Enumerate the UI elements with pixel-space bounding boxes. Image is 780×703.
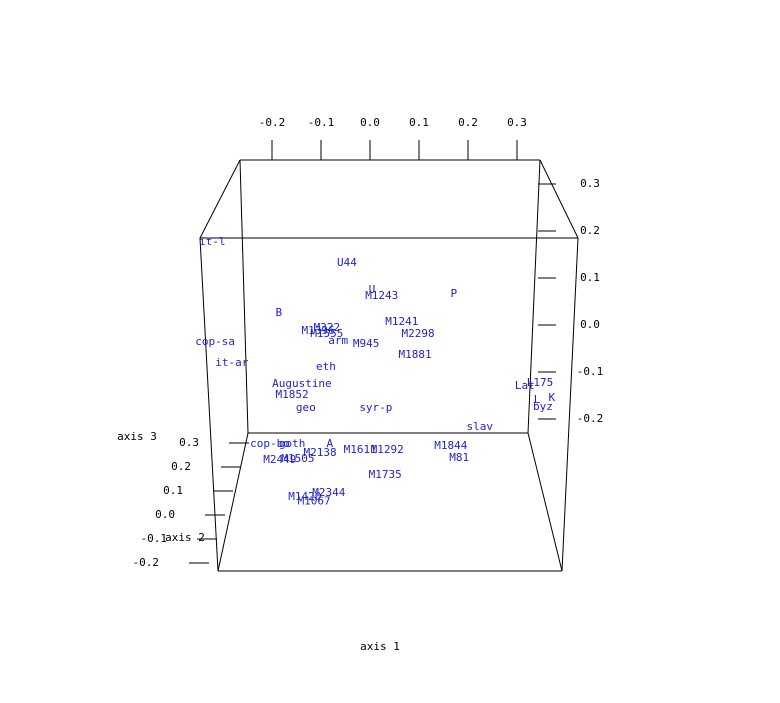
point-label: M2138 xyxy=(303,446,336,459)
point-label: M1735 xyxy=(369,468,402,481)
point-label: it-ar xyxy=(215,356,248,369)
point-label: M1881 xyxy=(399,348,432,361)
z-tick-label: 0.3 xyxy=(580,177,600,190)
z-tick-label: 0.0 xyxy=(580,318,600,331)
point-label: slav xyxy=(467,420,494,433)
box-edge xyxy=(199,237,219,572)
point-label: M2449 xyxy=(263,453,296,466)
point-label: byz xyxy=(533,400,553,413)
x-tick-label: 0.3 xyxy=(507,116,527,129)
x-tick-label: 0.1 xyxy=(409,116,429,129)
point-label: cop-bo xyxy=(250,437,290,450)
y-axis-label: axis 2 xyxy=(165,531,205,544)
point-label: M1067 xyxy=(298,495,331,508)
point-label: M1844 xyxy=(434,439,467,452)
box-edge xyxy=(561,237,579,572)
point-label: M1243 xyxy=(365,289,398,302)
point-label: K xyxy=(548,391,555,404)
point-label: P xyxy=(450,287,457,300)
z-tick-label: -0.1 xyxy=(577,365,604,378)
x-tick-label: 0.2 xyxy=(458,116,478,129)
point-label: M81 xyxy=(449,451,469,464)
point-label: M1420 xyxy=(288,490,321,503)
point-label: M1396 xyxy=(301,324,334,337)
point-label: M2298 xyxy=(401,327,434,340)
point-label: L175 xyxy=(527,376,554,389)
x-tick-label: -0.2 xyxy=(259,116,286,129)
point-label: M2344 xyxy=(312,486,345,499)
point-label: U44 xyxy=(337,256,357,269)
point-label: U xyxy=(369,283,376,296)
point-label: eth xyxy=(316,360,336,373)
point-label: M1241 xyxy=(385,315,418,328)
point-label: cop-sa xyxy=(195,335,235,348)
point-label: goth xyxy=(279,437,306,450)
point-label: M322 xyxy=(314,321,341,334)
box-edge xyxy=(527,159,541,434)
point-label: M1852 xyxy=(276,388,309,401)
z-tick-label: 0.2 xyxy=(580,224,600,237)
y-tick-label: 0.0 xyxy=(155,508,175,521)
point-label: it-l xyxy=(199,235,226,248)
y-tick-label: -0.2 xyxy=(133,556,160,569)
point-label: M1555 xyxy=(310,327,343,340)
point-label: B xyxy=(276,306,283,319)
point-label: A xyxy=(327,437,334,450)
point-label: M945 xyxy=(353,337,380,350)
box xyxy=(199,159,579,572)
point-label: Augustine xyxy=(272,377,332,390)
y-tick-label: 0.2 xyxy=(171,460,191,473)
point-label: geo xyxy=(296,401,316,414)
box-edge xyxy=(217,432,249,572)
y-tick-label: 0.3 xyxy=(179,436,199,449)
box-edge xyxy=(527,432,563,572)
point-label: syr-p xyxy=(359,401,392,414)
point-label: Lat xyxy=(515,379,535,392)
box-edge xyxy=(239,159,249,434)
point-label: M1611 xyxy=(344,443,377,456)
z-tick-label: -0.2 xyxy=(577,412,604,425)
x-tick-label: 0.0 xyxy=(360,116,380,129)
box-edge xyxy=(199,159,241,239)
y-tick-label: -0.1 xyxy=(141,532,168,545)
point-label: L xyxy=(534,393,541,406)
z-axis-label: axis 3 xyxy=(117,430,157,443)
z-tick-label: 0.1 xyxy=(580,271,600,284)
x-tick-label: -0.1 xyxy=(308,116,335,129)
box-edge xyxy=(539,159,579,239)
x-axis-label: axis 1 xyxy=(360,640,400,653)
point-label: M1292 xyxy=(371,443,404,456)
y-tick-label: 0.1 xyxy=(163,484,183,497)
point-label: arm xyxy=(328,334,348,347)
point-label: M1505 xyxy=(281,452,314,465)
